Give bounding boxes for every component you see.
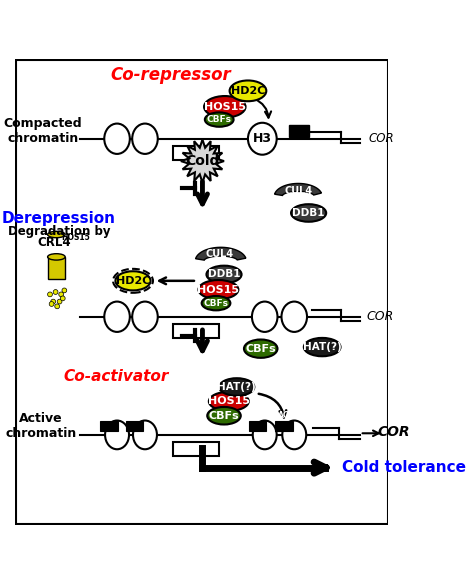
Ellipse shape: [204, 96, 246, 117]
Ellipse shape: [205, 112, 234, 127]
Bar: [173, 324, 219, 338]
Bar: [126, 420, 143, 431]
Text: HAT(?): HAT(?): [303, 342, 342, 352]
Text: CRL4: CRL4: [37, 236, 71, 249]
Text: Co-activator: Co-activator: [64, 369, 169, 384]
Text: CBFs: CBFs: [209, 411, 239, 420]
Ellipse shape: [209, 392, 249, 411]
Polygon shape: [275, 183, 322, 196]
Text: HD2C: HD2C: [231, 86, 265, 96]
Ellipse shape: [198, 280, 238, 299]
Text: Compacted
chromatin: Compacted chromatin: [3, 117, 82, 145]
Ellipse shape: [49, 301, 54, 307]
Text: DDB1: DDB1: [208, 269, 240, 279]
Ellipse shape: [48, 231, 65, 238]
Ellipse shape: [248, 123, 277, 155]
Polygon shape: [196, 247, 246, 260]
FancyArrowPatch shape: [259, 394, 286, 418]
Ellipse shape: [104, 301, 130, 332]
Text: AC: AC: [252, 411, 263, 420]
Ellipse shape: [53, 290, 58, 294]
Ellipse shape: [132, 301, 158, 332]
Text: H3: H3: [253, 132, 272, 145]
Text: CBFs: CBFs: [207, 115, 232, 124]
Ellipse shape: [51, 299, 56, 304]
Text: Co-repressor: Co-repressor: [110, 66, 231, 84]
Text: HOS15: HOS15: [208, 397, 250, 406]
Ellipse shape: [282, 420, 306, 449]
Text: HOS15: HOS15: [61, 233, 90, 242]
Text: AC: AC: [278, 411, 290, 420]
Bar: [290, 125, 308, 137]
Text: HOS15: HOS15: [197, 284, 240, 294]
Text: HOS15: HOS15: [204, 102, 246, 112]
Ellipse shape: [281, 301, 307, 332]
Ellipse shape: [219, 378, 254, 396]
Ellipse shape: [133, 420, 157, 449]
Text: HD2C: HD2C: [116, 276, 150, 286]
Ellipse shape: [59, 292, 64, 297]
Ellipse shape: [206, 266, 241, 283]
Ellipse shape: [60, 296, 65, 301]
Text: COR: COR: [377, 426, 410, 440]
Ellipse shape: [132, 124, 158, 154]
Ellipse shape: [207, 407, 241, 425]
Ellipse shape: [48, 253, 65, 260]
Bar: [249, 420, 266, 431]
Ellipse shape: [57, 299, 62, 304]
Text: AC: AC: [103, 411, 115, 420]
Polygon shape: [181, 140, 224, 183]
Text: Cold: Cold: [185, 154, 219, 168]
Text: Derepression: Derepression: [2, 211, 116, 226]
Text: CUL4: CUL4: [284, 186, 312, 196]
Ellipse shape: [105, 420, 129, 449]
FancyArrowPatch shape: [254, 98, 271, 117]
Ellipse shape: [48, 292, 52, 297]
Ellipse shape: [252, 301, 278, 332]
Ellipse shape: [62, 288, 67, 293]
Bar: [48, 257, 65, 279]
Bar: [275, 420, 292, 431]
Ellipse shape: [230, 81, 266, 101]
Ellipse shape: [104, 124, 130, 154]
Text: COR: COR: [366, 310, 393, 324]
Text: Degradation by: Degradation by: [7, 225, 110, 238]
Ellipse shape: [55, 304, 59, 309]
Ellipse shape: [244, 339, 278, 358]
Ellipse shape: [291, 204, 326, 222]
Ellipse shape: [116, 271, 151, 290]
Text: CBFs: CBFs: [204, 298, 228, 308]
Text: Active
chromatin: Active chromatin: [6, 412, 77, 440]
Ellipse shape: [253, 420, 277, 449]
Text: HAT(?): HAT(?): [218, 382, 256, 392]
Text: Cold tolerance: Cold tolerance: [342, 460, 466, 475]
Bar: [100, 420, 118, 431]
Text: AC: AC: [129, 411, 140, 420]
Text: CBFs: CBFs: [245, 343, 276, 354]
Text: CUL4: CUL4: [205, 249, 233, 259]
Ellipse shape: [304, 338, 341, 356]
Bar: [173, 442, 219, 457]
Text: AC: AC: [292, 115, 306, 124]
Text: COR: COR: [368, 132, 394, 145]
Text: DDB1: DDB1: [292, 208, 325, 218]
Ellipse shape: [202, 296, 230, 310]
Bar: [173, 146, 219, 160]
